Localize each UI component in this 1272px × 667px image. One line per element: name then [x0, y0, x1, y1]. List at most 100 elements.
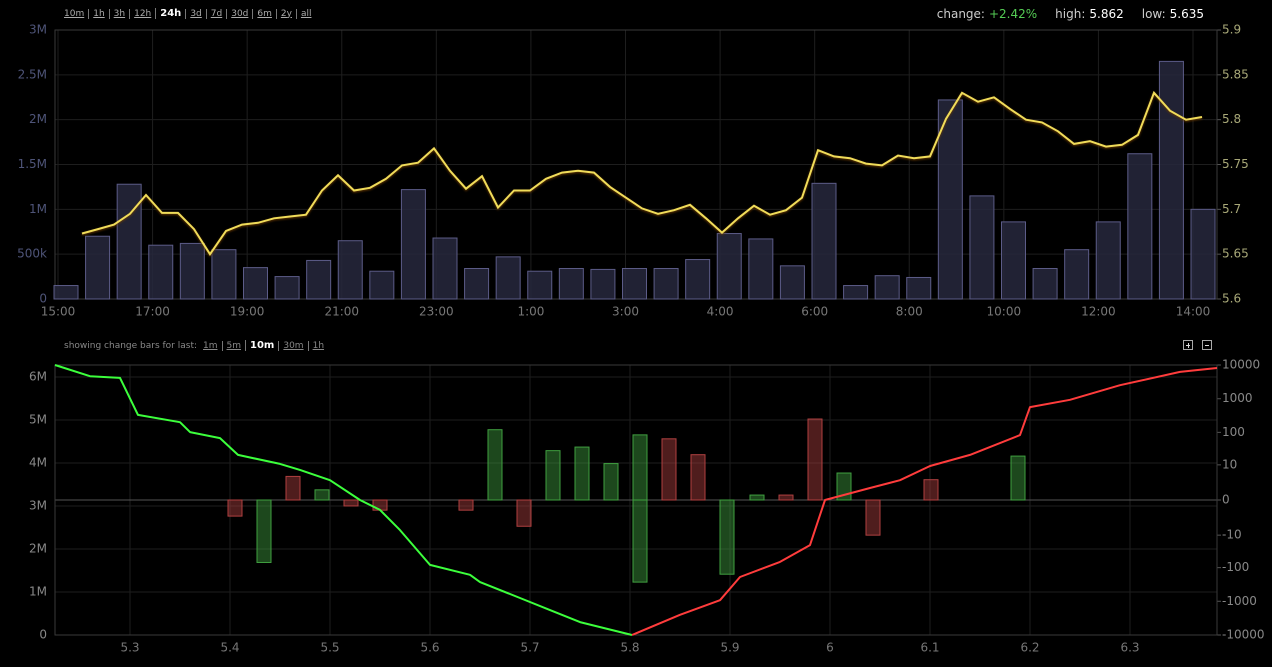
change-bar	[749, 494, 765, 501]
change-value: +2.42%	[988, 7, 1038, 21]
change-bar	[487, 429, 503, 501]
y-tick-label: 4M	[29, 456, 47, 470]
volume-bar	[874, 275, 900, 300]
volume-bar	[369, 270, 395, 300]
y-tick-label: 2M	[29, 112, 47, 126]
y-tick-label: 3M	[29, 23, 47, 37]
volume-bar	[85, 235, 111, 300]
y2-tick-label: 5.75	[1222, 157, 1249, 171]
x-tick-label: 1:00	[517, 305, 544, 319]
x-tick-label: 6:00	[801, 305, 828, 319]
change-bar	[256, 499, 272, 563]
range-link[interactable]: 10m	[64, 8, 85, 19]
volume-bar	[211, 249, 237, 300]
x-tick-label: 5.7	[520, 641, 539, 655]
volume-bar	[779, 265, 805, 300]
change-bars-label: showing change bars for last:	[64, 340, 198, 351]
volume-bar	[337, 240, 363, 300]
x-tick-label: 5.4	[220, 641, 239, 655]
x-tick-label: 6	[826, 641, 834, 655]
interval-link[interactable]: 5m	[221, 340, 246, 351]
high-value: 5.862	[1089, 7, 1124, 21]
volume-bar	[685, 259, 711, 300]
range-link[interactable]: 30d	[226, 8, 252, 19]
x-tick-label: 5.5	[320, 641, 339, 655]
change-bar	[372, 499, 388, 511]
y2-tick-label: 0	[1222, 493, 1230, 507]
y2-tick-label: 5.8	[1222, 112, 1241, 126]
volume-bar	[1064, 249, 1090, 300]
y2-tick-label: -1000	[1222, 594, 1257, 608]
volume-bar	[937, 99, 963, 300]
y2-tick-label: 5.65	[1222, 247, 1249, 261]
x-tick-label: 21:00	[324, 305, 359, 319]
change-bar	[690, 454, 706, 501]
change-bar	[807, 418, 823, 501]
x-tick-label: 17:00	[135, 305, 170, 319]
change-bar	[632, 434, 648, 501]
range-link[interactable]: 6m	[252, 8, 276, 19]
range-link[interactable]: 3d	[185, 8, 205, 19]
volume-bar	[179, 242, 205, 300]
y2-tick-label: 100	[1222, 425, 1245, 439]
x-tick-label: 4:00	[707, 305, 734, 319]
x-tick-label: 5.3	[120, 641, 139, 655]
interval-link[interactable]: 1h	[307, 340, 328, 351]
change-bar	[661, 438, 677, 501]
volume-bar	[1095, 221, 1121, 300]
volume-bar	[558, 268, 584, 300]
y2-tick-label: 10	[1222, 457, 1237, 471]
x-tick-label: 5.9	[720, 641, 739, 655]
volume-bar	[116, 183, 142, 300]
range-link[interactable]: 7d	[205, 8, 226, 19]
volume-bar	[906, 276, 932, 300]
volume-bar	[432, 237, 458, 300]
price-line	[81, 90, 1203, 257]
volume-bar	[274, 276, 300, 300]
x-tick-label: 19:00	[230, 305, 265, 319]
volume-bar	[1127, 153, 1153, 300]
y2-tick-label: 10000	[1222, 358, 1260, 372]
range-link[interactable]: 24h	[155, 8, 185, 19]
x-tick-label: 12:00	[1081, 305, 1116, 319]
interval-link[interactable]: 10m	[245, 340, 278, 351]
ask-depth-line	[631, 367, 1218, 636]
y-tick-label: 1.5M	[18, 157, 47, 171]
range-link[interactable]: 2y	[275, 8, 296, 19]
interval-link[interactable]: 30m	[278, 340, 307, 351]
change-bar	[865, 499, 881, 536]
range-link[interactable]: all	[295, 8, 316, 19]
zoom-in-button[interactable]	[1183, 340, 1193, 350]
change-bars-menu: showing change bars for last: 1m 5m 10m 30m…	[64, 340, 328, 351]
volume-bar	[843, 285, 869, 300]
y-tick-label: 3M	[29, 499, 47, 513]
change-bar	[343, 499, 359, 507]
x-tick-label: 14:00	[1176, 305, 1211, 319]
y-tick-label: 2M	[29, 542, 47, 556]
x-tick-label: 6.3	[1120, 641, 1139, 655]
range-link[interactable]: 3h	[108, 8, 129, 19]
zoom-out-button[interactable]	[1202, 340, 1212, 350]
volume-bar	[622, 268, 647, 300]
interval-link[interactable]: 1m	[203, 340, 218, 351]
range-link[interactable]: 12h	[129, 8, 155, 19]
volume-bar	[716, 233, 742, 300]
change-label: change:	[936, 7, 985, 21]
x-tick-label: 6.2	[1020, 641, 1039, 655]
volume-bar	[1190, 208, 1216, 300]
range-link[interactable]: 1h	[88, 8, 108, 19]
volume-bar	[748, 238, 774, 300]
y-tick-label: 1M	[29, 202, 47, 216]
y2-tick-label: 5.85	[1222, 67, 1249, 81]
change-bar	[632, 499, 648, 583]
y2-tick-label: 5.6	[1222, 292, 1241, 306]
y2-tick-label: -10000	[1222, 628, 1265, 642]
volume-bar	[464, 268, 490, 300]
volume-bar	[400, 189, 426, 300]
y2-tick-label: 1000	[1222, 391, 1253, 405]
x-tick-label: 5.6	[420, 641, 439, 655]
x-tick-label: 6.1	[920, 641, 939, 655]
volume-bar	[53, 285, 79, 300]
